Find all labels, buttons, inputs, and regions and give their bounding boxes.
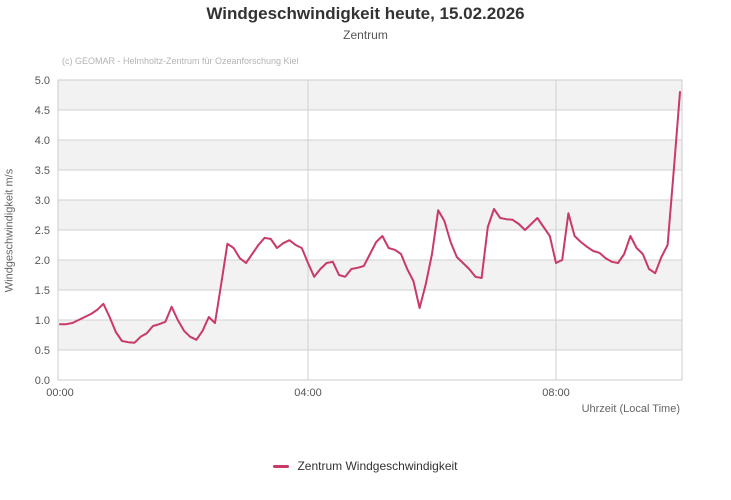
plot-band [58,200,682,230]
x-axis-title: Uhrzeit (Local Time) [581,403,680,415]
y-tick-label: 3.0 [35,195,50,207]
legend: Zentrum Windgeschwindigkeit [0,456,731,476]
plot-band [58,260,682,290]
y-tick-label: 4.0 [35,135,50,147]
y-tick-label: 0.5 [35,345,50,357]
x-tick-label: 08:00 [542,387,570,399]
y-tick-label: 4.5 [35,105,50,117]
series-line-zentrum-windgeschwindigkeit[interactable] [59,91,681,344]
chart-title: Windgeschwindigkeit heute, 15.02.2026 [206,4,525,23]
y-tick-label: 1.0 [35,315,50,327]
plot-area: 0.0 0.5 1.0 1.5 2.0 2.5 3.0 3.5 4.0 4.5 5.0 00:00 04… [35,75,683,399]
legend-series-dash-icon [273,464,290,468]
y-tick-label: 5.0 [35,75,50,87]
legend-series-label: Zentrum Windgeschwindigkeit [297,459,458,473]
y-axis-title: Windgeschwindigkeit m/s [3,168,16,293]
chart-subtitle: Zentrum [343,28,388,42]
x-tick-label: 00:00 [46,387,74,399]
y-tick-label: 2.5 [35,225,50,237]
plot-band [58,320,682,350]
credits-text: (c) GEOMAR - Helmholtz-Zentrum für Ozean… [62,56,299,66]
y-tick-label: 3.5 [35,165,50,177]
legend-item-zentrum[interactable]: Zentrum Windgeschwindigkeit [273,459,458,473]
plot-band [58,80,682,110]
plot-border [57,79,683,381]
y-tick-label: 2.0 [35,255,50,267]
y-tick-label: 1.5 [35,285,50,297]
x-tick-label: 04:00 [294,387,322,399]
y-tick-label: 0.0 [35,375,50,387]
plot-band [58,140,682,170]
